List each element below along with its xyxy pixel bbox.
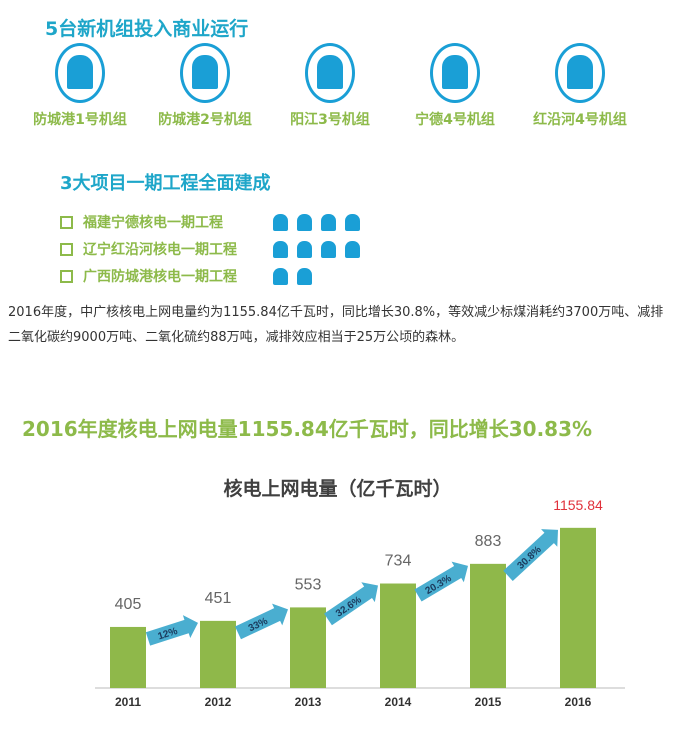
unit-label: 防城港1号机组	[33, 112, 127, 128]
value-label: 451	[205, 590, 232, 607]
reactor-icon	[273, 213, 288, 231]
bar	[380, 583, 416, 688]
arrow-icon	[235, 603, 289, 640]
year-label: 2014	[385, 695, 412, 709]
growth-arrow: 33%	[235, 603, 289, 640]
year-label: 2011	[115, 695, 141, 709]
section2-title: 3大项目一期工程全面建成	[60, 173, 271, 194]
unit-label: 防城港2号机组	[158, 112, 252, 128]
arrow-icon	[324, 582, 378, 626]
reactor-icon	[55, 43, 105, 103]
project-item: 辽宁红沿河核电一期工程	[60, 239, 369, 259]
project-item: 福建宁德核电一期工程	[60, 212, 369, 232]
checkbox-icon	[60, 242, 73, 256]
reactor-icon	[273, 267, 288, 285]
year-label: 2012	[205, 695, 232, 709]
value-label: 883	[475, 533, 502, 550]
summary-paragraph: 2016年度，中广核核电上网电量约为1155.84亿千瓦时，同比增长30.8%，…	[8, 305, 664, 345]
unit-item: 防城港2号机组	[145, 43, 265, 129]
project-name: 广西防城港核电一期工程	[83, 269, 237, 285]
chart-title: 核电上网电量（亿千瓦时）	[223, 478, 452, 500]
growth-arrow: 20.3%	[414, 561, 468, 602]
reactor-icon	[180, 43, 230, 103]
value-label: 1155.84	[553, 497, 603, 513]
reactor-icon	[430, 43, 480, 103]
bar	[110, 626, 146, 688]
value-label: 553	[295, 576, 322, 593]
unit-item: 阳江3号机组	[270, 43, 390, 129]
year-label: 2015	[475, 695, 502, 709]
unit-label: 宁德4号机组	[415, 112, 495, 128]
value-label: 405	[115, 596, 142, 613]
project-name: 福建宁德核电一期工程	[83, 215, 223, 231]
unit-item: 宁德4号机组	[395, 43, 515, 129]
chart-heading: 2016年度核电上网电量1155.84亿千瓦时，同比增长30.83%	[22, 417, 593, 441]
bar	[560, 527, 596, 688]
reactor-icon	[555, 43, 605, 103]
reactor-icon	[305, 43, 355, 103]
year-label: 2016	[565, 695, 592, 709]
reactor-icon	[345, 213, 360, 231]
project-item: 广西防城港核电一期工程	[60, 266, 321, 286]
reactor-icon	[273, 240, 288, 258]
checkbox-icon	[60, 215, 73, 229]
unit-label: 红沿河4号机组	[533, 112, 627, 128]
reactor-icon	[297, 267, 312, 285]
project-name: 辽宁红沿河核电一期工程	[83, 242, 237, 258]
growth-arrow: 30.8%	[503, 529, 558, 581]
reactor-icon	[345, 240, 360, 258]
section1-title: 5台新机组投入商业运行	[45, 18, 249, 40]
reactor-icon	[321, 240, 336, 258]
arrow-icon	[145, 615, 198, 646]
growth-arrow: 12%	[145, 615, 198, 646]
bar	[470, 563, 506, 688]
reactor-icon	[321, 213, 336, 231]
value-label: 734	[385, 553, 412, 570]
unit-item: 红沿河4号机组	[520, 43, 640, 129]
arrow-icon	[503, 529, 558, 581]
arrow-icon	[414, 561, 468, 602]
year-label: 2013	[295, 695, 322, 709]
reactor-icon	[297, 213, 312, 231]
checkbox-icon	[60, 269, 73, 283]
bar	[200, 620, 236, 688]
reactor-icon	[297, 240, 312, 258]
unit-label: 阳江3号机组	[290, 112, 370, 128]
growth-arrow: 32.6%	[324, 582, 378, 626]
bar	[290, 607, 326, 688]
unit-item: 防城港1号机组	[20, 43, 140, 129]
